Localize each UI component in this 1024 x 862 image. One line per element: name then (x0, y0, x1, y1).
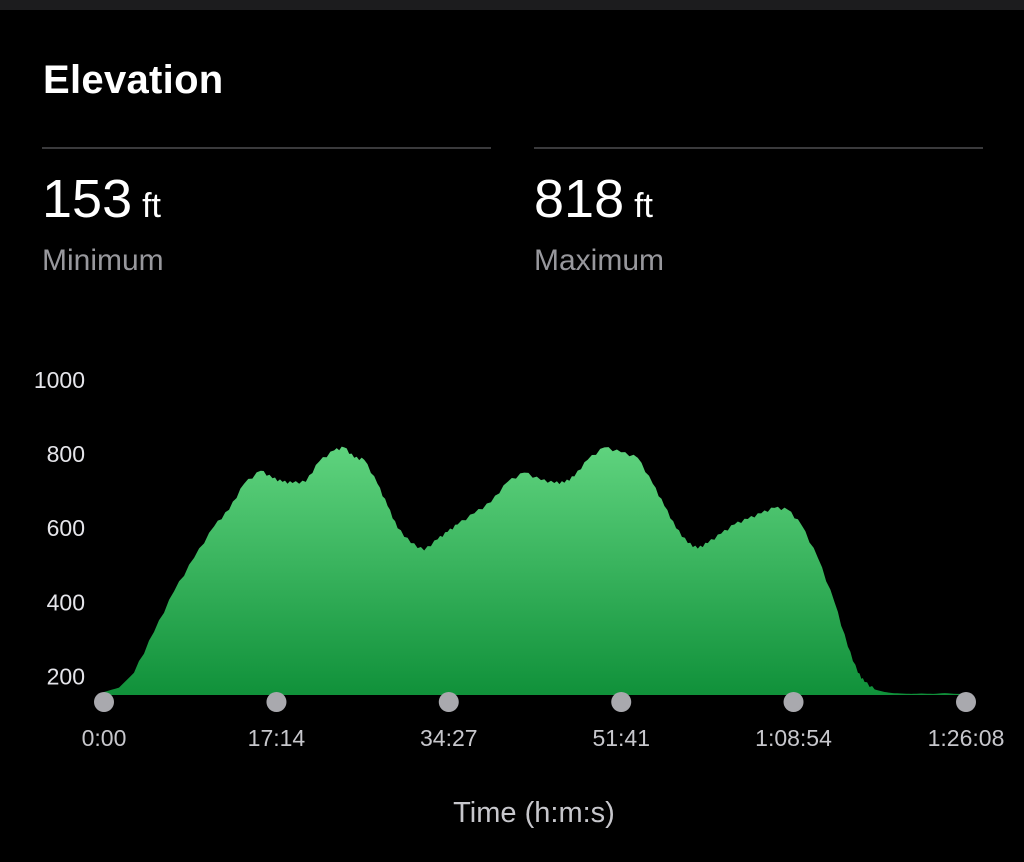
y-tick-label: 400 (47, 589, 85, 615)
x-tick-label: 51:41 (592, 725, 650, 751)
card-title: Elevation (43, 58, 224, 102)
elevation-card (0, 10, 1024, 862)
maximum-label: Maximum (534, 244, 665, 277)
x-tick-dot (956, 692, 976, 712)
minimum-label: Minimum (42, 244, 164, 277)
y-tick-label: 200 (47, 663, 85, 689)
x-tick-dot (783, 692, 804, 712)
minimum-value-row: 153 ft (42, 171, 491, 241)
minimum-value: 153 (42, 169, 133, 229)
x-tick-label: 0:00 (82, 725, 127, 751)
minimum-stat: 153 ft Minimum (42, 147, 491, 279)
maximum-unit: ft (634, 187, 654, 225)
y-tick-label: 600 (47, 515, 85, 541)
y-axis-ticks: 1000 800 600 400 200 (34, 367, 85, 689)
x-tick-label: 1:26:08 (928, 725, 1005, 751)
x-tick-label: 1:08:54 (755, 725, 832, 751)
x-tick-label: 17:14 (248, 725, 306, 751)
x-axis-title: Time (h:m:s) (453, 797, 615, 829)
x-tick-dot (438, 692, 459, 712)
maximum-value-row: 818 ft (534, 171, 983, 241)
elevation-area (104, 446, 966, 695)
x-axis-markers (94, 692, 976, 712)
top-strip (0, 0, 1024, 10)
x-axis-ticks: 0:00 17:14 34:27 51:41 1:08:54 1:26:08 (82, 725, 1005, 751)
maximum-stat: 818 ft Maximum (534, 147, 983, 279)
maximum-value: 818 (534, 169, 625, 229)
minimum-unit: ft (142, 187, 162, 225)
minimum-divider (42, 147, 491, 149)
x-tick-dot (94, 692, 114, 712)
y-tick-label: 800 (47, 441, 85, 467)
y-tick-label: 1000 (34, 367, 85, 393)
x-tick-dot (266, 692, 287, 712)
x-tick-label: 34:27 (420, 725, 478, 751)
maximum-divider (534, 147, 983, 149)
x-tick-dot (611, 692, 632, 712)
